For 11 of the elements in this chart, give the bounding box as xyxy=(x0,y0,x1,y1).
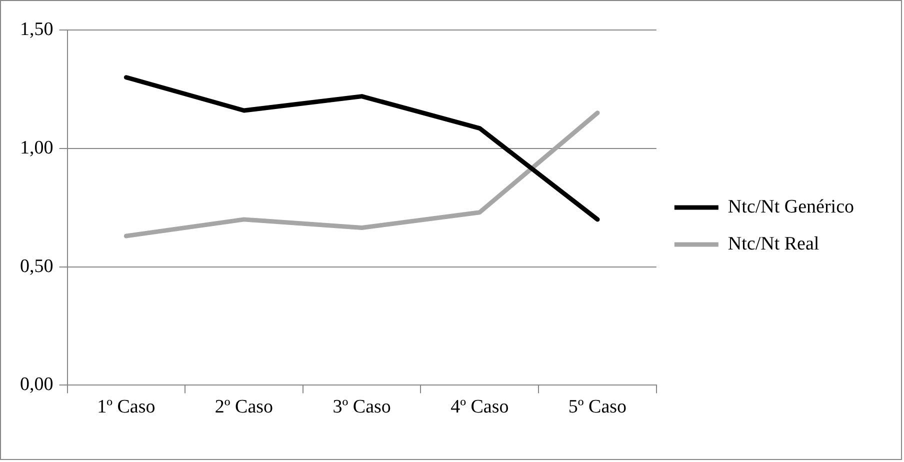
y-tick-label: 0,00 xyxy=(20,374,54,396)
legend-label: Ntc/Nt Genérico xyxy=(728,196,854,218)
x-tick-label: 1º Caso xyxy=(97,396,156,418)
y-tick-label: 1,50 xyxy=(20,18,54,40)
x-tick-label: 5º Caso xyxy=(568,396,627,418)
legend-label: Ntc/Nt Real xyxy=(728,233,820,254)
x-tick-label: 4º Caso xyxy=(450,396,509,418)
x-tick-label: 2º Caso xyxy=(214,396,274,418)
x-tick-label: 3º Caso xyxy=(332,396,391,418)
y-tick-label: 1,00 xyxy=(20,137,54,158)
y-tick-label: 0,50 xyxy=(20,256,54,277)
